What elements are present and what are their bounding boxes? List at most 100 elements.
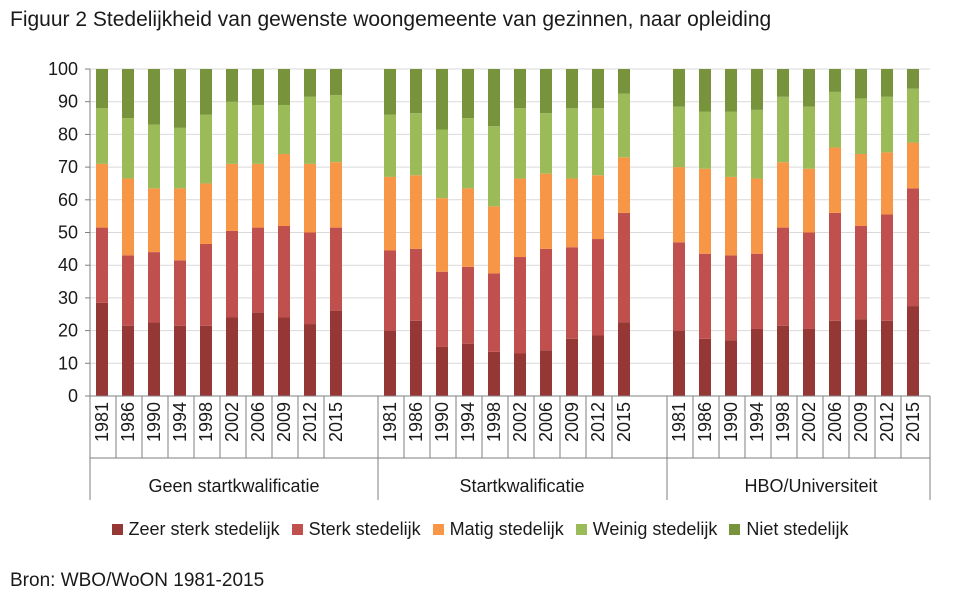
bar-1990-sterk-stedelijk	[725, 255, 737, 341]
y-tick-label: 50	[58, 223, 78, 243]
legend-item: Sterk stedelijk	[291, 519, 421, 540]
legend-label: Sterk stedelijk	[308, 519, 421, 539]
bar-1981-sterk-stedelijk	[96, 227, 108, 303]
bar-1998-zeer-sterk-stedelijk	[777, 325, 789, 396]
bar-1981-sterk-stedelijk	[673, 242, 685, 331]
bar-1990-weinig-stedelijk	[725, 111, 737, 177]
bar-1994-matig-stedelijk	[462, 188, 474, 267]
bar-2006-matig-stedelijk	[252, 163, 264, 228]
bar-1994-niet-stedelijk	[174, 69, 186, 128]
bar-2002-sterk-stedelijk	[226, 230, 238, 318]
bar-1990-sterk-stedelijk	[436, 271, 448, 347]
bar-1981-zeer-sterk-stedelijk	[384, 330, 396, 396]
bar-2012-matig-stedelijk	[881, 152, 893, 215]
bar-1994-zeer-sterk-stedelijk	[751, 328, 763, 396]
bar-1986-weinig-stedelijk	[699, 111, 711, 169]
x-axis-ticks: 1981 1986 1990 1994 1998 2002 2006 2009 2012 2015…	[92, 402, 923, 442]
bar-1998-niet-stedelijk	[777, 69, 789, 97]
bar-1994-sterk-stedelijk	[751, 253, 763, 329]
bar-2006-weinig-stedelijk	[540, 113, 552, 174]
bar-2012-zeer-sterk-stedelijk	[881, 320, 893, 396]
bar-1986-weinig-stedelijk	[122, 118, 134, 179]
bar-1998-matig-stedelijk	[777, 162, 789, 228]
bar-2012-weinig-stedelijk	[881, 96, 893, 153]
bar-2012-niet-stedelijk	[304, 69, 316, 97]
bar-2015-weinig-stedelijk	[330, 95, 342, 163]
bar-2002-matig-stedelijk	[803, 168, 815, 233]
x-tick-label: 2015	[903, 402, 923, 442]
legend-item: Matig stedelijk	[432, 519, 564, 540]
bar-2009-zeer-sterk-stedelijk	[566, 338, 578, 396]
x-tick-label: 2002	[222, 402, 242, 442]
y-tick-label: 70	[58, 157, 78, 177]
bar-1990-zeer-sterk-stedelijk	[148, 322, 160, 396]
bar-1986-zeer-sterk-stedelijk	[410, 320, 422, 396]
bar-1998-zeer-sterk-stedelijk	[488, 351, 500, 396]
y-tick-label: 30	[58, 288, 78, 308]
bar-1994-matig-stedelijk	[751, 178, 763, 254]
bar-2012-sterk-stedelijk	[881, 214, 893, 321]
x-tick-label: 2006	[536, 402, 556, 442]
bar-1998-weinig-stedelijk	[777, 96, 789, 163]
bar-1986-matig-stedelijk	[122, 178, 134, 256]
bar-1981-niet-stedelijk	[96, 69, 108, 109]
axes	[85, 68, 931, 500]
bar-1981-niet-stedelijk	[673, 69, 685, 107]
x-tick-label: 2012	[877, 402, 897, 442]
x-tick-label: 2015	[614, 402, 634, 442]
bar-1998-zeer-sterk-stedelijk	[200, 325, 212, 396]
bars	[96, 69, 919, 396]
x-tick-label: 1990	[721, 402, 741, 442]
bar-1998-sterk-stedelijk	[200, 243, 212, 326]
bar-1994-weinig-stedelijk	[751, 109, 763, 179]
bar-1981-niet-stedelijk	[384, 69, 396, 115]
bar-2009-weinig-stedelijk	[855, 98, 867, 155]
x-tick-label: 1994	[747, 402, 767, 442]
x-tick-label: 1981	[380, 402, 400, 442]
x-tick-label: 2012	[300, 402, 320, 442]
bar-2002-niet-stedelijk	[226, 69, 238, 102]
x-tick-label: 1986	[406, 402, 426, 442]
y-tick-label: 10	[58, 353, 78, 373]
bar-1994-niet-stedelijk	[751, 69, 763, 110]
legend-swatch	[111, 524, 123, 535]
bar-2009-niet-stedelijk	[278, 69, 290, 105]
bar-2015-niet-stedelijk	[330, 69, 342, 96]
bar-1990-zeer-sterk-stedelijk	[436, 346, 448, 396]
bar-1998-weinig-stedelijk	[200, 114, 212, 184]
bar-2015-niet-stedelijk	[907, 69, 919, 89]
legend-swatch	[575, 524, 587, 535]
bar-1990-matig-stedelijk	[725, 176, 737, 256]
y-tick-label: 0	[68, 386, 78, 406]
bar-2015-weinig-stedelijk	[907, 88, 919, 143]
x-tick-label: 2002	[510, 402, 530, 442]
x-tick-label: 2006	[248, 402, 268, 442]
bar-2012-niet-stedelijk	[592, 69, 604, 109]
bar-1990-matig-stedelijk	[148, 188, 160, 253]
bar-1986-niet-stedelijk	[699, 69, 711, 112]
chart-title: Figuur 2 Stedelijkheid van gewenste woon…	[10, 8, 772, 31]
x-tick-label: 2009	[851, 402, 871, 442]
legend-item: Niet stedelijk	[729, 519, 848, 540]
bar-2002-niet-stedelijk	[803, 69, 815, 107]
bar-1994-weinig-stedelijk	[462, 118, 474, 189]
legend: Zeer sterk stedelijk Sterk stedelijk Matig…	[0, 519, 960, 540]
x-tick-label: 1981	[92, 402, 112, 442]
bar-2009-sterk-stedelijk	[855, 225, 867, 320]
group-labels: Geen startkwalificatie Startkwalificatie H…	[148, 476, 877, 496]
bar-2015-zeer-sterk-stedelijk	[618, 322, 630, 396]
x-tick-label: 1986	[695, 402, 715, 442]
bar-2015-matig-stedelijk	[907, 142, 919, 189]
bar-1990-sterk-stedelijk	[148, 252, 160, 323]
y-tick-label: 20	[58, 321, 78, 341]
bar-1986-zeer-sterk-stedelijk	[122, 325, 134, 396]
bar-2006-niet-stedelijk	[829, 69, 841, 92]
bar-1998-niet-stedelijk	[200, 69, 212, 115]
bar-2015-matig-stedelijk	[330, 162, 342, 228]
bar-1998-sterk-stedelijk	[488, 273, 500, 352]
bar-2015-sterk-stedelijk	[907, 188, 919, 307]
bar-1981-sterk-stedelijk	[384, 250, 396, 331]
bar-2015-sterk-stedelijk	[330, 227, 342, 311]
bar-1998-matig-stedelijk	[200, 183, 212, 244]
